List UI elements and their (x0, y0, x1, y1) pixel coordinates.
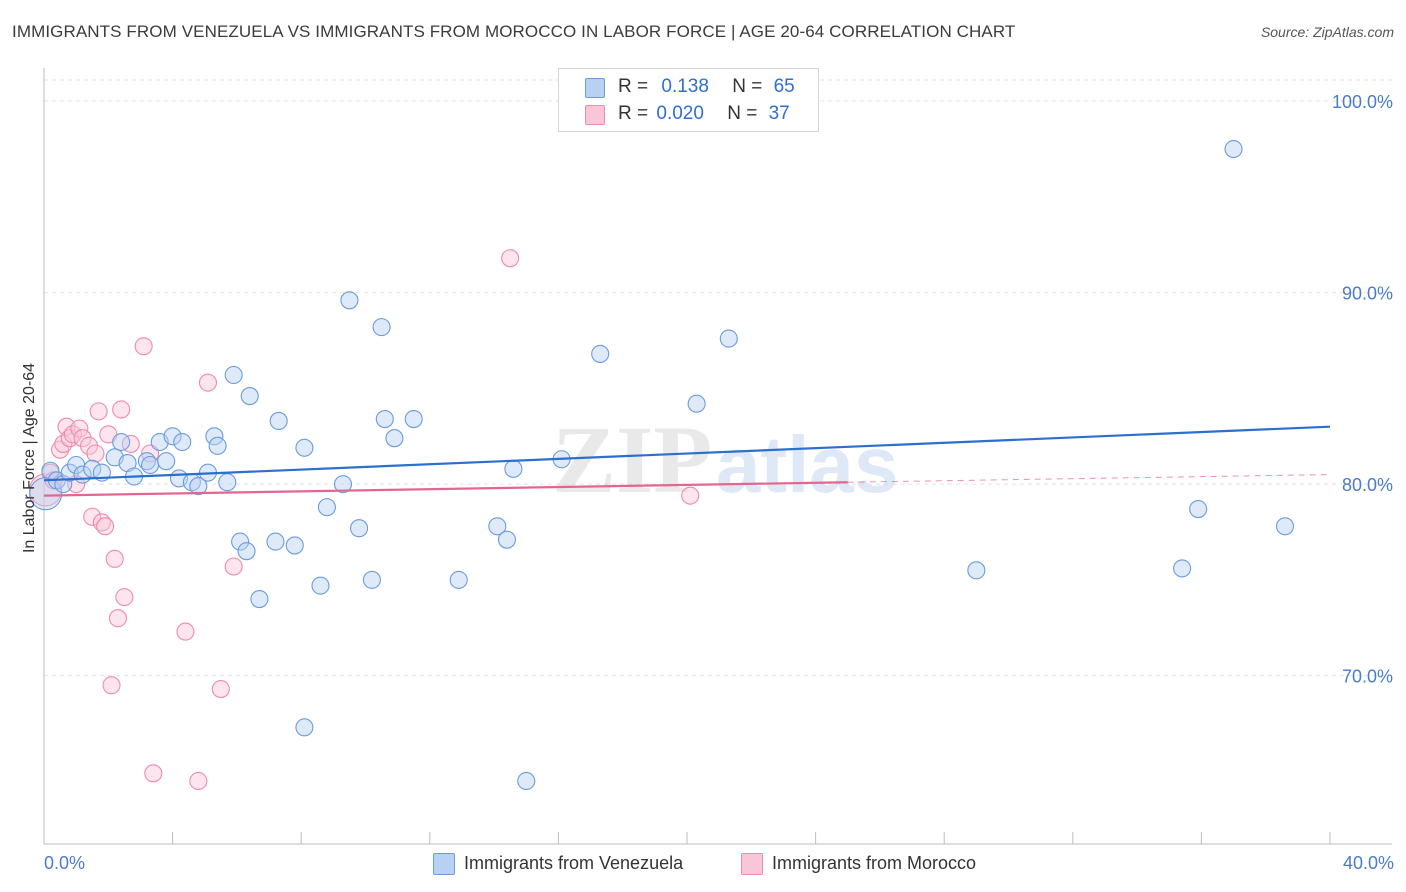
morocco-point (96, 517, 115, 536)
morocco-point (79, 436, 99, 455)
venezuela-point (591, 344, 610, 363)
venezuela-trend-line (43, 425, 1331, 482)
venezuela-point (224, 365, 243, 385)
morocco-point (83, 507, 102, 526)
morocco-point (115, 588, 134, 607)
source-credit: Source: ZipAtlas.com (1260, 24, 1394, 40)
morocco-trend-line (43, 481, 848, 497)
x-tick-label-max: 40.0% (1343, 853, 1394, 873)
gridlines (44, 79, 1392, 677)
venezuela-point (504, 459, 523, 478)
venezuela-point (112, 432, 131, 452)
venezuela-point (687, 394, 706, 413)
venezuela-point (218, 473, 237, 492)
venezuela-point (372, 318, 391, 337)
venezuela-point (1189, 499, 1208, 519)
venezuela-point (237, 542, 256, 561)
venezuela-point (266, 532, 285, 551)
bottom-legend-label-morocco: Immigrants from Morocco (772, 853, 977, 873)
venezuela-point (189, 477, 208, 496)
morocco-point (89, 402, 108, 421)
venezuela-point (517, 771, 536, 791)
legend-n-value-venezuela: 65 (773, 76, 795, 97)
legend-n-value-morocco: 37 (768, 103, 790, 124)
legend-swatch-venezuela (585, 78, 605, 98)
watermark: ZIP atlas (552, 406, 898, 513)
legend-r-label: R = (618, 103, 649, 124)
venezuela-point (250, 589, 269, 609)
venezuela-point (967, 561, 986, 580)
chart-title: IMMIGRANTS FROM VENEZUELA VS IMMIGRANTS … (12, 22, 1016, 41)
legend-swatch-morocco (585, 105, 605, 125)
y-axis-label: In Labor Force | Age 20-64 (21, 363, 38, 553)
morocco-point (189, 771, 208, 791)
venezuela-point (1173, 559, 1192, 578)
morocco-point (501, 249, 520, 268)
venezuela-point (205, 427, 224, 446)
venezuela-point (719, 329, 738, 348)
venezuela-point (340, 291, 359, 310)
legend-n-label: N = (727, 103, 758, 124)
venezuela-point (157, 452, 176, 471)
morocco-point (211, 680, 230, 699)
morocco-trend-extension (847, 474, 1331, 483)
bottom-legend-swatch-venezuela (433, 853, 455, 875)
bottom-legend-label-venezuela: Immigrants from Venezuela (464, 853, 684, 873)
y-tick-label: 70.0% (1342, 667, 1393, 687)
morocco-point (198, 373, 218, 392)
venezuela-point (163, 427, 182, 446)
morocco-point (681, 486, 700, 505)
venezuela-point (295, 718, 314, 737)
watermark-zip: ZIP (552, 406, 712, 513)
venezuela-point (449, 570, 468, 589)
y-tick-label: 100.0% (1332, 92, 1393, 112)
y-tick-label: 80.0% (1342, 475, 1393, 495)
venezuela-point (385, 429, 404, 448)
y-tick-label: 90.0% (1342, 284, 1393, 304)
venezuela-point (240, 387, 259, 406)
venezuela-point (141, 455, 160, 475)
axes (43, 68, 1392, 845)
morocco-point (176, 622, 195, 641)
morocco-point (144, 764, 163, 783)
venezuela-point (404, 409, 423, 429)
x-tick-label-min: 0.0% (44, 853, 85, 873)
legend-r-value-venezuela: 0.138 (661, 76, 709, 97)
morocco-point (224, 557, 243, 576)
morocco-point (134, 337, 153, 356)
trend-lines (43, 425, 1331, 497)
venezuela-point (285, 536, 304, 555)
venezuela-point (295, 438, 314, 457)
morocco-points (29, 249, 700, 791)
morocco-point (108, 609, 127, 628)
morocco-point (86, 444, 105, 463)
venezuela-point (497, 530, 517, 549)
correlation-legend: R = 0.138 N = 65 R = 0.020 N = 37 (558, 68, 819, 132)
morocco-point (73, 429, 92, 448)
venezuela-point (317, 498, 336, 517)
venezuela-point (173, 432, 192, 452)
legend-r-label: R = (618, 76, 649, 97)
venezuela-point (362, 570, 381, 589)
legend-r-value-morocco: 0.020 (656, 103, 704, 124)
venezuela-point (350, 519, 369, 538)
venezuela-point (1224, 139, 1243, 159)
venezuela-point (208, 436, 227, 455)
morocco-point (112, 400, 131, 419)
venezuela-point (1275, 517, 1295, 536)
venezuela-point (231, 532, 250, 551)
morocco-point (105, 549, 124, 568)
watermark-atlas: atlas (716, 420, 898, 509)
morocco-point (70, 419, 89, 438)
legend-n-label: N = (732, 76, 763, 97)
bottom-legend-swatch-morocco (741, 853, 763, 875)
venezuela-point (375, 409, 394, 429)
venezuela-point (269, 411, 288, 431)
y-tick-labels: 70.0% 80.0% 90.0% 100.0% (1332, 92, 1393, 687)
venezuela-point (311, 576, 330, 595)
venezuela-point (488, 517, 507, 536)
morocco-point (102, 676, 121, 695)
venezuela-point (333, 475, 353, 494)
